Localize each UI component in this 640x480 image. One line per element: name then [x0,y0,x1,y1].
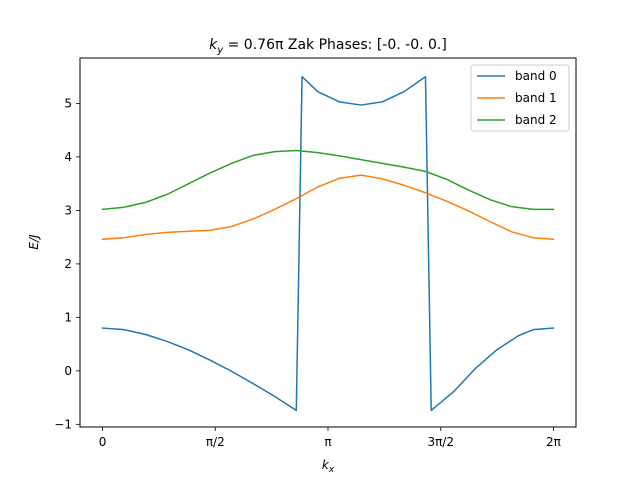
title-math: k [209,37,218,53]
y-tick-label: 1 [64,310,72,324]
y-tick-label: 5 [64,96,72,110]
legend: band 0 band 1 band 2 [470,64,570,132]
x-tick-label: 2π [546,435,561,449]
x-axis-label: kx [322,458,335,475]
y-axis-label: E/J [27,234,41,250]
title-math-sub: y [216,45,224,56]
x-tick-label: 0 [99,435,107,449]
axes-frame [79,57,577,428]
legend-box [470,64,570,132]
title-suffix: Zak Phases: [-0. -0. 0.] [283,37,446,53]
y-axis-ticks: −1 0 1 2 3 4 5 [54,96,80,431]
y-tick-label: −1 [54,417,72,431]
y-tick-label: 0 [64,364,72,378]
chart-title: ky = 0.76π Zak Phases: [-0. -0. 0.] [209,37,447,56]
legend-label-band-0: band 0 [515,69,557,83]
y-tick-label: 4 [64,150,72,164]
y-tick-label: 2 [64,257,72,271]
y-tick-label: 3 [64,203,72,217]
x-axis-ticks: 0 π/2 π 3π/2 2π [99,427,561,449]
title-value: = 0.76π [223,37,284,53]
x-tick-label: π/2 [206,435,225,449]
plot-lines [101,75,555,412]
x-tick-label: 3π/2 [427,435,454,449]
series-line-band-0 [101,75,555,412]
series-line-band-2 [101,149,555,211]
legend-label-band-1: band 1 [515,91,557,105]
x-tick-label: π [324,435,331,449]
series-line-band-1 [101,174,555,241]
legend-label-band-2: band 2 [515,113,557,127]
